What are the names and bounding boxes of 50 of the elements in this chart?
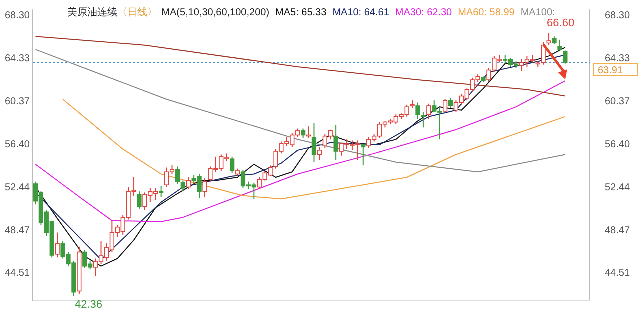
- candlestick: [442, 99, 448, 114]
- y-tick-label: 52.44: [4, 182, 30, 194]
- candlestick: [230, 156, 235, 174]
- text: MA30: 62.30: [395, 8, 453, 19]
- annotation: 66.60: [547, 17, 575, 30]
- ref-line-label: 63.91: [598, 66, 624, 77]
- candlestick: [361, 143, 366, 166]
- candlestick: [448, 98, 454, 109]
- y2-tick-label: 56.40: [605, 139, 630, 150]
- candlestick: [334, 125, 338, 161]
- y-tick-label: 68.30: [4, 10, 30, 22]
- y-tick-label: 60.37: [4, 96, 30, 108]
- text: MA5: 65.33: [276, 8, 328, 19]
- candlestick: [186, 177, 191, 190]
- y2-tick-label: 48.47: [605, 225, 630, 236]
- candlestick: [202, 178, 208, 198]
- candlestick: [137, 191, 142, 210]
- candlestick: [312, 122, 317, 163]
- candlestick: [416, 102, 420, 120]
- y2-tick-label: 60.37: [605, 96, 630, 108]
- candlestick: [421, 112, 426, 128]
- line-series: [35, 36, 566, 97]
- candlestick: [563, 50, 568, 64]
- candlestick: [180, 180, 186, 192]
- chart-title: 美原油连续: [68, 6, 118, 19]
- legend-title: MA(5,10,30,60,100,200): [162, 8, 270, 19]
- candlestick: [175, 166, 180, 185]
- line-series: [35, 80, 566, 222]
- chart-subtitle: 〈日线〉: [118, 6, 158, 19]
- candlestick: [159, 186, 164, 198]
- y-tick-label: 44.51: [4, 268, 30, 280]
- y-tick-label: 64.33: [4, 54, 30, 65]
- candlestick: [546, 32, 552, 46]
- y-tick-label: 48.47: [4, 225, 30, 236]
- y2-tick-label: 68.30: [605, 10, 630, 22]
- candlestick: [55, 232, 60, 258]
- candlestick: [301, 128, 306, 140]
- y2-tick-label: 64.33: [605, 54, 630, 65]
- y2-tick-label: 44.51: [605, 268, 630, 280]
- candlestick: [558, 39, 562, 52]
- annotation: 42.36: [74, 299, 102, 312]
- y-tick-label: 56.40: [4, 139, 30, 150]
- line-series: [62, 99, 566, 200]
- candlestick: [426, 103, 432, 120]
- line-series: [35, 49, 566, 173]
- text: MA10: 64.61: [332, 8, 390, 19]
- y2-tick-label: 52.44: [605, 182, 630, 194]
- text: MA100:: [520, 8, 556, 19]
- candlestick: [317, 146, 322, 161]
- text: MA60: 58.99: [458, 8, 516, 19]
